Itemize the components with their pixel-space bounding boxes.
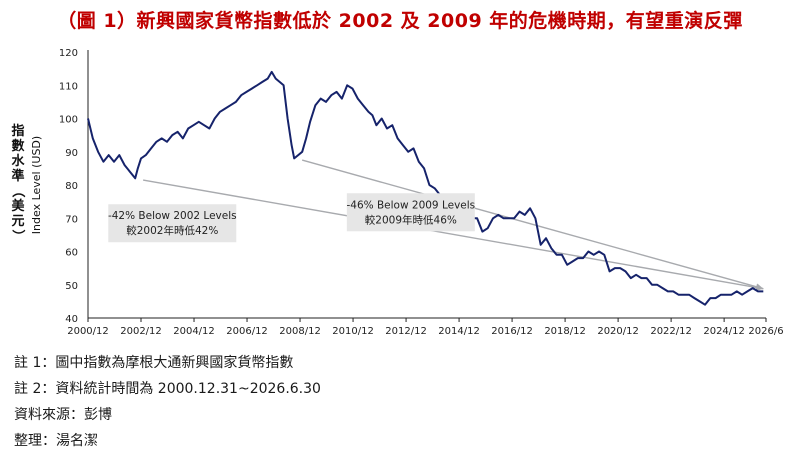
y-tick-label: 100 [59,115,78,126]
x-tick-label: 2026/6 [748,326,783,337]
trendlines [143,159,764,291]
annotations: -42% Below 2002 Levels 較2002年時低42% -46% Be… [108,193,476,243]
series-layer [87,70,764,306]
y-axis-label-char: 水 [11,153,25,169]
y-axis-label-char: 準 [11,168,24,184]
annotation-text: -42% Below 2002 Levels [108,210,237,222]
y-axis: 40 50 60 70 80 90 100 110 120 [59,48,89,325]
trendline-arrowhead [755,283,764,291]
x-tick-label: 2000/12 [67,326,109,337]
annotation-background [108,204,237,243]
footnote-1: 註 1：圖中指數為摩根大通新興國家貨幣指數 [14,355,294,371]
page-title: （圖 1）新興國家貨幣指數低於 2002 及 2009 年的危機時期，有望重演反… [57,10,743,32]
y-tick-label: 80 [65,181,78,192]
source-note: 資料來源：彭博 [14,407,112,423]
x-axis: 2000/12 2002/12 2004/12 2006/12 2008/12 2010/… [67,317,784,337]
y-axis-label-char: 數 [11,138,24,154]
x-tick-label: 2016/12 [491,326,533,337]
x-tick-label: 2004/12 [173,326,215,337]
y-tick-label: 120 [59,48,78,59]
y-axis-label-char: 元 [11,214,24,229]
trendline [143,179,764,290]
y-tick-label: 110 [59,81,78,92]
annotation-background [346,193,475,232]
y-axis-label-en: Index Level (USD) [30,136,43,234]
annotation-text: 較2002年時低42% [126,224,218,237]
x-tick-label: 2002/12 [120,326,162,337]
y-tick-label: 60 [65,248,78,259]
y-tick-label: 50 [65,281,78,292]
annotation-box: -46% Below 2009 Levels 較2009年時低46% [346,193,476,232]
x-tick-label: 2020/12 [597,326,639,337]
footnote-2: 註 2：資料統計時間為 2000.12.31~2026.6.30 [14,381,321,397]
x-tick-label: 2024/12 [703,326,745,337]
footnotes: 註 1：圖中指數為摩根大通新興國家貨幣指數 註 2：資料統計時間為 2000.1… [14,350,321,454]
y-axis-label-char: 指 [11,123,24,139]
y-axis-label-char: 美 [11,198,25,214]
x-tick-label: 2014/12 [438,326,480,337]
x-tick-label: 2012/12 [385,326,427,337]
x-tick-label: 2008/12 [279,326,321,337]
annotation-text: -46% Below 2009 Levels [347,199,476,211]
annotation-box: -42% Below 2002 Levels 較2002年時低42% [108,204,237,243]
annotation-text: 較2009年時低46% [365,213,457,226]
y-tick-label: 90 [65,148,78,159]
trendline [301,159,764,290]
x-tick-label: 2022/12 [650,326,692,337]
y-axis-label-char: ） [10,229,26,242]
x-tick-label: 2006/12 [226,326,268,337]
x-tick-label: 2010/12 [332,326,374,337]
y-tick-label: 70 [65,214,78,225]
series-line [87,70,764,306]
y-axis-label-char: （ [10,184,26,197]
y-tick-label: 40 [65,314,78,325]
editor-note: 整理：湯名潔 [14,433,98,449]
x-tick-label: 2018/12 [544,326,586,337]
